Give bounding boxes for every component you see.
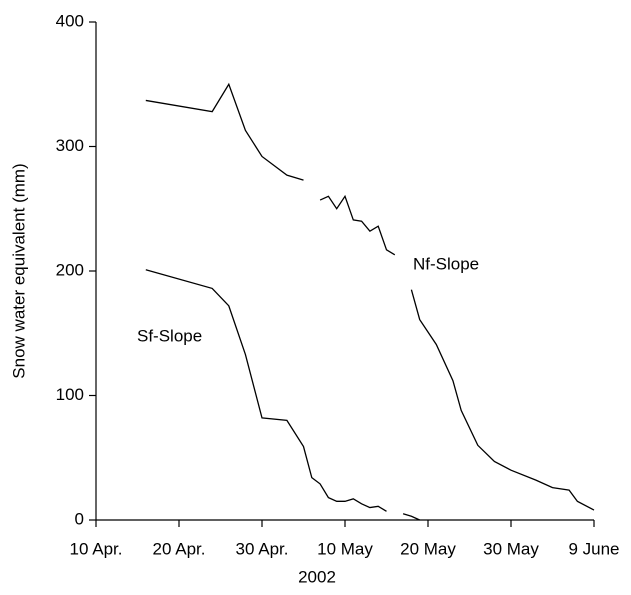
x-axis-label: 2002 bbox=[298, 567, 336, 586]
y-tick-label: 300 bbox=[56, 136, 84, 155]
y-tick-label: 200 bbox=[56, 260, 84, 279]
x-tick-label: 20 Apr. bbox=[153, 539, 206, 558]
y-tick-label: 100 bbox=[56, 385, 84, 404]
x-tick-label: 20 May bbox=[400, 539, 456, 558]
series-line bbox=[145, 82, 595, 511]
y-axis-label: Snow water equivalent (mm) bbox=[9, 163, 28, 378]
y-tick-label: 400 bbox=[56, 11, 84, 30]
y-tick-label: 0 bbox=[75, 509, 84, 528]
x-tick-label: 9 June bbox=[568, 539, 619, 558]
series-label: Nf-Slope bbox=[413, 254, 479, 273]
series-line bbox=[145, 269, 420, 521]
x-tick-label: 10 Apr. bbox=[70, 539, 123, 558]
x-tick-label: 30 Apr. bbox=[236, 539, 289, 558]
series-label: Sf-Slope bbox=[137, 326, 202, 345]
x-tick-label: 30 May bbox=[483, 539, 539, 558]
x-tick-label: 10 May bbox=[317, 539, 373, 558]
